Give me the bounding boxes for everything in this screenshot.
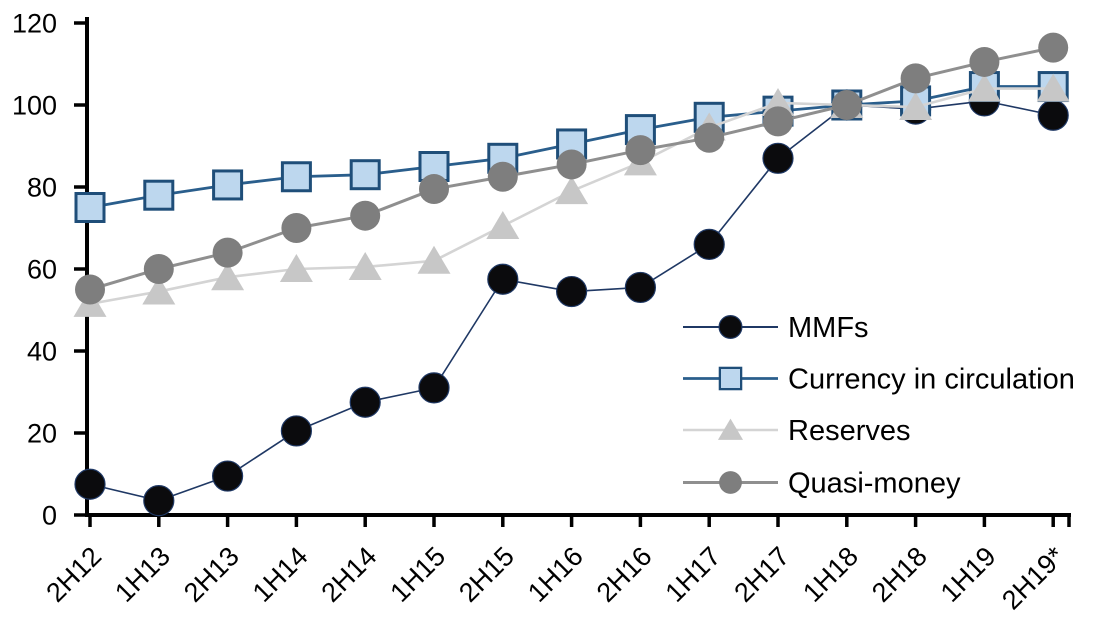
data-point-marker — [1036, 73, 1070, 102]
data-point-marker — [555, 275, 588, 308]
data-point-marker — [74, 468, 106, 500]
data-point-marker — [487, 263, 519, 295]
data-point-marker — [75, 274, 105, 305]
data-point-marker — [143, 254, 174, 284]
legend-item-currency-in-circulation: Currency in circulation — [683, 364, 1075, 396]
x-tick-label: 2H13 — [178, 541, 245, 608]
data-point-marker — [74, 192, 106, 223]
data-point-marker — [281, 213, 312, 243]
y-tick-label: 40 — [27, 337, 57, 367]
x-tick-label: 1H16 — [522, 541, 589, 608]
data-point-marker — [486, 210, 520, 239]
data-point-marker — [624, 271, 657, 304]
series-quasi-money — [75, 32, 1069, 305]
data-point-marker — [1038, 32, 1069, 63]
series-mmfs — [74, 85, 1069, 517]
data-point-marker — [212, 460, 244, 492]
data-point-marker — [418, 372, 450, 404]
x-tick-label: 1H18 — [797, 541, 864, 608]
y-tick-label: 100 — [12, 91, 57, 121]
data-point-marker — [969, 46, 1000, 77]
y-tick-label: 60 — [27, 255, 57, 285]
x-tick-label: 2H16 — [591, 541, 658, 608]
data-point-marker — [143, 179, 175, 211]
data-point-marker — [719, 471, 742, 494]
data-point-marker — [349, 159, 381, 191]
data-point-marker — [762, 142, 794, 174]
data-point-marker — [831, 90, 862, 120]
x-tick-label: 1H15 — [384, 541, 451, 608]
data-point-marker — [625, 135, 656, 166]
data-point-marker — [350, 200, 381, 231]
data-point-marker — [348, 251, 382, 280]
data-point-marker — [694, 122, 725, 153]
data-point-marker — [717, 418, 744, 440]
data-point-marker — [718, 366, 743, 391]
data-point-marker — [279, 254, 313, 282]
x-tick-label: 2H12 — [40, 541, 107, 608]
x-tick-label: 1H19 — [935, 541, 1002, 608]
x-tick-label: 2H17 — [728, 541, 795, 608]
data-point-marker — [555, 176, 589, 205]
legend-item-quasi-money: Quasi-money — [683, 468, 961, 500]
data-point-marker — [900, 63, 931, 94]
data-point-marker — [1037, 99, 1069, 131]
legend-label: MMFs — [788, 312, 869, 344]
x-tick-label: 1H13 — [109, 541, 176, 608]
legend-label: Currency in circulation — [788, 364, 1075, 396]
data-point-marker — [556, 149, 587, 180]
legend-item-reserves: Reserves — [683, 415, 911, 447]
legend: MMFs Currency in circulation Reserves Quasi… — [683, 312, 1075, 500]
data-point-marker — [967, 73, 1001, 102]
x-tick-label: 1H17 — [660, 541, 727, 608]
y-tick-label: 20 — [27, 419, 57, 449]
data-point-marker — [212, 237, 243, 268]
data-point-marker — [419, 174, 449, 205]
data-point-marker — [417, 245, 451, 274]
x-tick-label: 2H15 — [453, 541, 520, 608]
y-tick-label: 0 — [42, 501, 57, 531]
legend-item-mmfs: MMFs — [683, 312, 869, 344]
y-tick-label: 80 — [27, 173, 57, 203]
legend-label: Reserves — [788, 415, 911, 447]
data-point-marker — [142, 276, 176, 305]
y-tick-label: 120 — [12, 9, 57, 39]
data-point-marker — [693, 228, 725, 260]
data-point-marker — [349, 386, 381, 418]
x-tick-label: 2H14 — [316, 541, 383, 608]
x-tick-label: 2H19* — [996, 541, 1071, 616]
legend-label: Quasi-money — [788, 468, 961, 500]
data-point-marker — [718, 315, 743, 340]
data-point-marker — [211, 262, 245, 291]
data-point-marker — [487, 161, 518, 192]
data-point-marker — [212, 169, 244, 201]
x-tick-label: 2H18 — [866, 541, 933, 608]
data-point-marker — [763, 106, 793, 137]
x-tick-label: 1H14 — [247, 541, 314, 608]
data-point-marker — [143, 485, 175, 517]
data-point-marker — [280, 161, 312, 193]
data-point-marker — [280, 415, 312, 447]
data-point-marker — [899, 92, 933, 121]
